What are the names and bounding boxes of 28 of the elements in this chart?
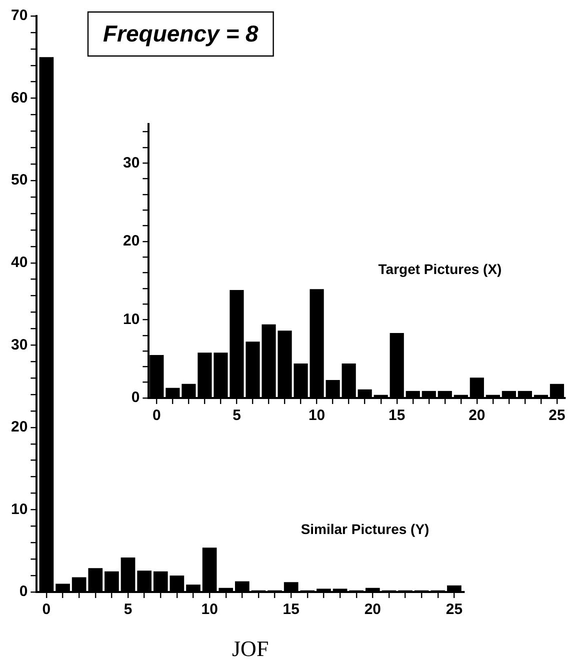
y-tick-label: 0 — [19, 583, 28, 600]
chart-title: Frequency = 8 — [102, 20, 259, 46]
y-tick-label: 20 — [10, 418, 28, 436]
x-tick-label: 20 — [468, 407, 486, 424]
x-axis-title: JOF — [232, 636, 269, 661]
y-tick-label: 20 — [122, 232, 140, 250]
x-tick-label: 10 — [308, 407, 326, 424]
x-tick-label: 20 — [364, 601, 382, 618]
x-tick-label: 0 — [152, 407, 161, 424]
x-tick-label: 25 — [548, 407, 566, 424]
x-tick-label: 5 — [124, 601, 132, 618]
y-tick-label: 30 — [10, 336, 28, 354]
y-tick-label: 60 — [10, 89, 28, 106]
y-tick-label: 0 — [131, 389, 140, 406]
x-tick-label: 15 — [388, 407, 406, 424]
y-tick-label: 50 — [10, 172, 28, 189]
x-tick-label: 15 — [282, 601, 300, 618]
y-tick-label: 10 — [122, 310, 140, 328]
y-tick-label: 10 — [10, 500, 28, 518]
x-tick-label: 0 — [42, 601, 51, 618]
y-tick-label: 30 — [122, 154, 140, 172]
y-tick-label: 40 — [10, 254, 28, 271]
annotation: Target Pictures (X) — [378, 260, 502, 277]
y-tick-label: 70 — [10, 7, 28, 24]
x-tick-label: 10 — [201, 601, 218, 618]
x-tick-label: 5 — [232, 407, 241, 424]
x-tick-label: 25 — [446, 601, 463, 618]
annotation: Similar Pictures (Y) — [300, 520, 430, 537]
